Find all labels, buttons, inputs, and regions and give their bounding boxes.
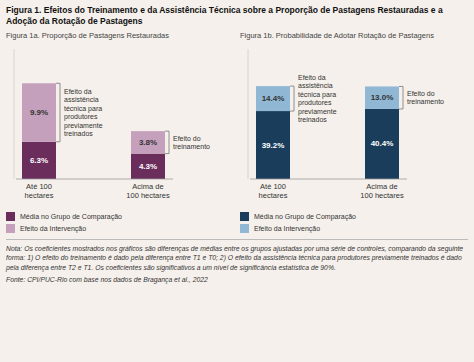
legend-item: Efeito da Intervenção	[240, 224, 468, 233]
bracket-line	[403, 87, 404, 110]
bars	[22, 84, 165, 180]
bar	[131, 131, 165, 153]
bracket-line	[60, 84, 61, 143]
chart-svg: 6.3% 4.3% 9.9% 3.8% Até 100hectares Acima de1…	[6, 41, 234, 209]
annotation: Efeito daassistênciatécnica paraprodutor…	[64, 88, 103, 138]
bar	[22, 84, 56, 143]
bracket-line	[399, 86, 403, 87]
bracket-line	[169, 131, 170, 153]
y-axis-line	[248, 49, 249, 179]
data-label: 6.3%	[30, 156, 48, 165]
charts-row: Figura 1a. Proporção de Pastagens Restau…	[6, 31, 468, 233]
y-axis-line	[14, 49, 15, 179]
chart-panel: Figura 1a. Proporção de Pastagens Restau…	[6, 31, 234, 233]
x-tick-label: Até 100hectares	[25, 182, 54, 200]
data-label: 3.8%	[139, 138, 157, 147]
baseline	[250, 179, 407, 180]
bracket	[165, 131, 169, 153]
legend-swatch	[240, 212, 249, 221]
bar	[131, 154, 165, 179]
data-label: 39.2%	[262, 141, 285, 150]
note: Fonte: CPI/PUC-Rio com base nos dados de…	[6, 275, 468, 284]
data-label: 4.3%	[139, 162, 157, 171]
bracket	[399, 87, 403, 110]
data-label: 13.0%	[371, 93, 394, 102]
annotation: Efeito daassistênciatécnica paraprodutor…	[298, 74, 337, 124]
legend-swatch	[6, 212, 15, 221]
bracket-line	[290, 86, 294, 87]
main-title: Figura 1. Efeitos do Treinamento e da As…	[6, 5, 468, 26]
legend-swatch	[6, 224, 15, 233]
bar	[365, 87, 399, 110]
bracket-line	[290, 111, 294, 112]
bracket-line	[165, 131, 169, 132]
legend-label: Efeito da Intervenção	[254, 225, 320, 232]
data-label: 40.4%	[371, 140, 394, 149]
bar	[256, 86, 290, 111]
legend: Média no Grupo de Comparação Efeito da In…	[6, 209, 234, 233]
legend-item: Efeito da Intervenção	[6, 224, 234, 233]
labels: 6.3% 4.3% 9.9% 3.8%	[30, 108, 157, 171]
bracket-line	[294, 86, 295, 111]
note: Nota: Os coeficientes mostrados nos gráf…	[6, 244, 468, 272]
chart-title: Figura 1b. Probabilidade de Adotar Rotaç…	[240, 31, 468, 41]
legend-item: Média no Grupo de Comparação	[240, 212, 468, 221]
bars	[256, 86, 399, 179]
bracket	[290, 86, 294, 111]
data-label: 14.4%	[262, 94, 285, 103]
annotation: Efeito dotreinamento	[173, 135, 210, 151]
labels: 39.2% 40.4% 14.4% 13.0%	[262, 93, 394, 149]
chart-panel: Figura 1b. Probabilidade de Adotar Rotaç…	[240, 31, 468, 233]
bar	[365, 109, 399, 179]
chart-svg: 39.2% 40.4% 14.4% 13.0% Até 100hectares Acima…	[240, 41, 468, 209]
chart-title: Figura 1a. Proporção de Pastagens Restau…	[6, 31, 234, 41]
bracket-line	[165, 153, 169, 154]
legend-label: Efeito da Intervenção	[20, 225, 86, 232]
x-tick-label: Até 100hectares	[259, 182, 288, 200]
bracket-line	[56, 142, 60, 143]
bar	[22, 142, 56, 179]
legend-swatch	[240, 224, 249, 233]
divider	[6, 239, 468, 240]
annotation: Efeito dotreinamento	[407, 90, 444, 106]
legend-item: Média no Grupo de Comparação	[6, 212, 234, 221]
x-tick-label: Acima de100 hectares	[360, 182, 404, 200]
data-label: 9.9%	[30, 108, 48, 117]
bar	[256, 111, 290, 179]
bracket-line	[399, 109, 403, 110]
legend-label: Média no Grupo de Comparação	[254, 213, 356, 220]
legend: Média no Grupo de Comparação Efeito da In…	[240, 209, 468, 233]
x-tick-label: Acima de100 hectares	[126, 182, 170, 200]
legend-label: Média no Grupo de Comparação	[20, 213, 122, 220]
bracket-line	[56, 83, 60, 84]
baseline	[16, 179, 173, 180]
bracket	[56, 84, 60, 143]
